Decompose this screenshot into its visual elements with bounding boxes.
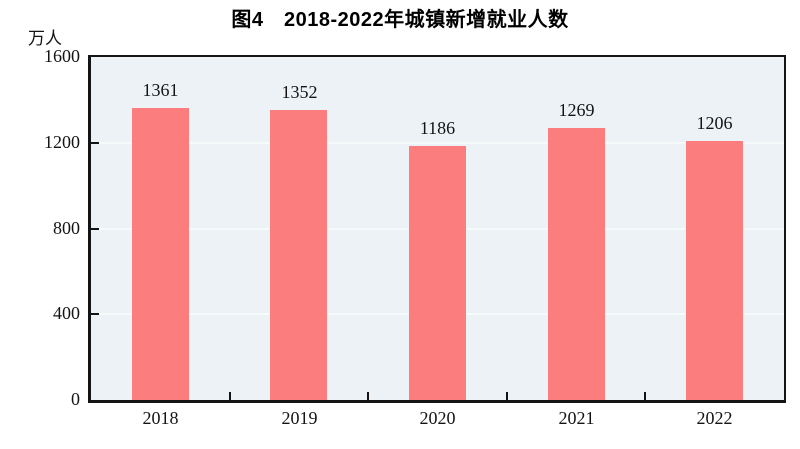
y-gridline bbox=[91, 141, 784, 144]
bar bbox=[686, 141, 743, 400]
bar bbox=[409, 146, 466, 400]
chart-title: 图4 2018-2022年城镇新增就业人数 bbox=[231, 9, 569, 31]
y-axis-tick bbox=[91, 141, 99, 144]
y-axis-tick-label: 400 bbox=[53, 303, 80, 323]
x-axis-label: 2021 bbox=[558, 408, 595, 428]
bar-value-label: 1352 bbox=[281, 82, 318, 102]
y-axis-tick bbox=[91, 313, 99, 316]
bar bbox=[132, 108, 189, 400]
bar-value-label: 1186 bbox=[419, 118, 456, 138]
bar-value-label: 1269 bbox=[558, 100, 595, 120]
x-axis-tick bbox=[229, 392, 231, 400]
x-axis-tick bbox=[506, 392, 508, 400]
y-axis-tick-label: 1600 bbox=[44, 46, 80, 66]
x-axis-tick bbox=[644, 392, 646, 400]
y-axis-tick-label: 1200 bbox=[44, 132, 80, 152]
x-axis-tick bbox=[367, 392, 369, 400]
plot-area: 1361 1352 1186 1269 1206 bbox=[88, 55, 786, 403]
bar-value-label: 1361 bbox=[142, 80, 179, 100]
x-axis-label: 2022 bbox=[696, 408, 733, 428]
x-axis-label: 2020 bbox=[419, 408, 456, 428]
bar bbox=[548, 128, 605, 400]
x-axis-label: 2019 bbox=[281, 408, 318, 428]
bar bbox=[270, 110, 327, 400]
x-axis-label: 2018 bbox=[142, 408, 179, 428]
y-axis-tick-label: 800 bbox=[53, 218, 80, 238]
y-axis-tick bbox=[91, 227, 99, 230]
y-axis-tick-label: 0 bbox=[71, 389, 80, 409]
y-axis-unit-label: 万人 bbox=[28, 29, 62, 48]
bar-value-label: 1206 bbox=[696, 113, 733, 133]
